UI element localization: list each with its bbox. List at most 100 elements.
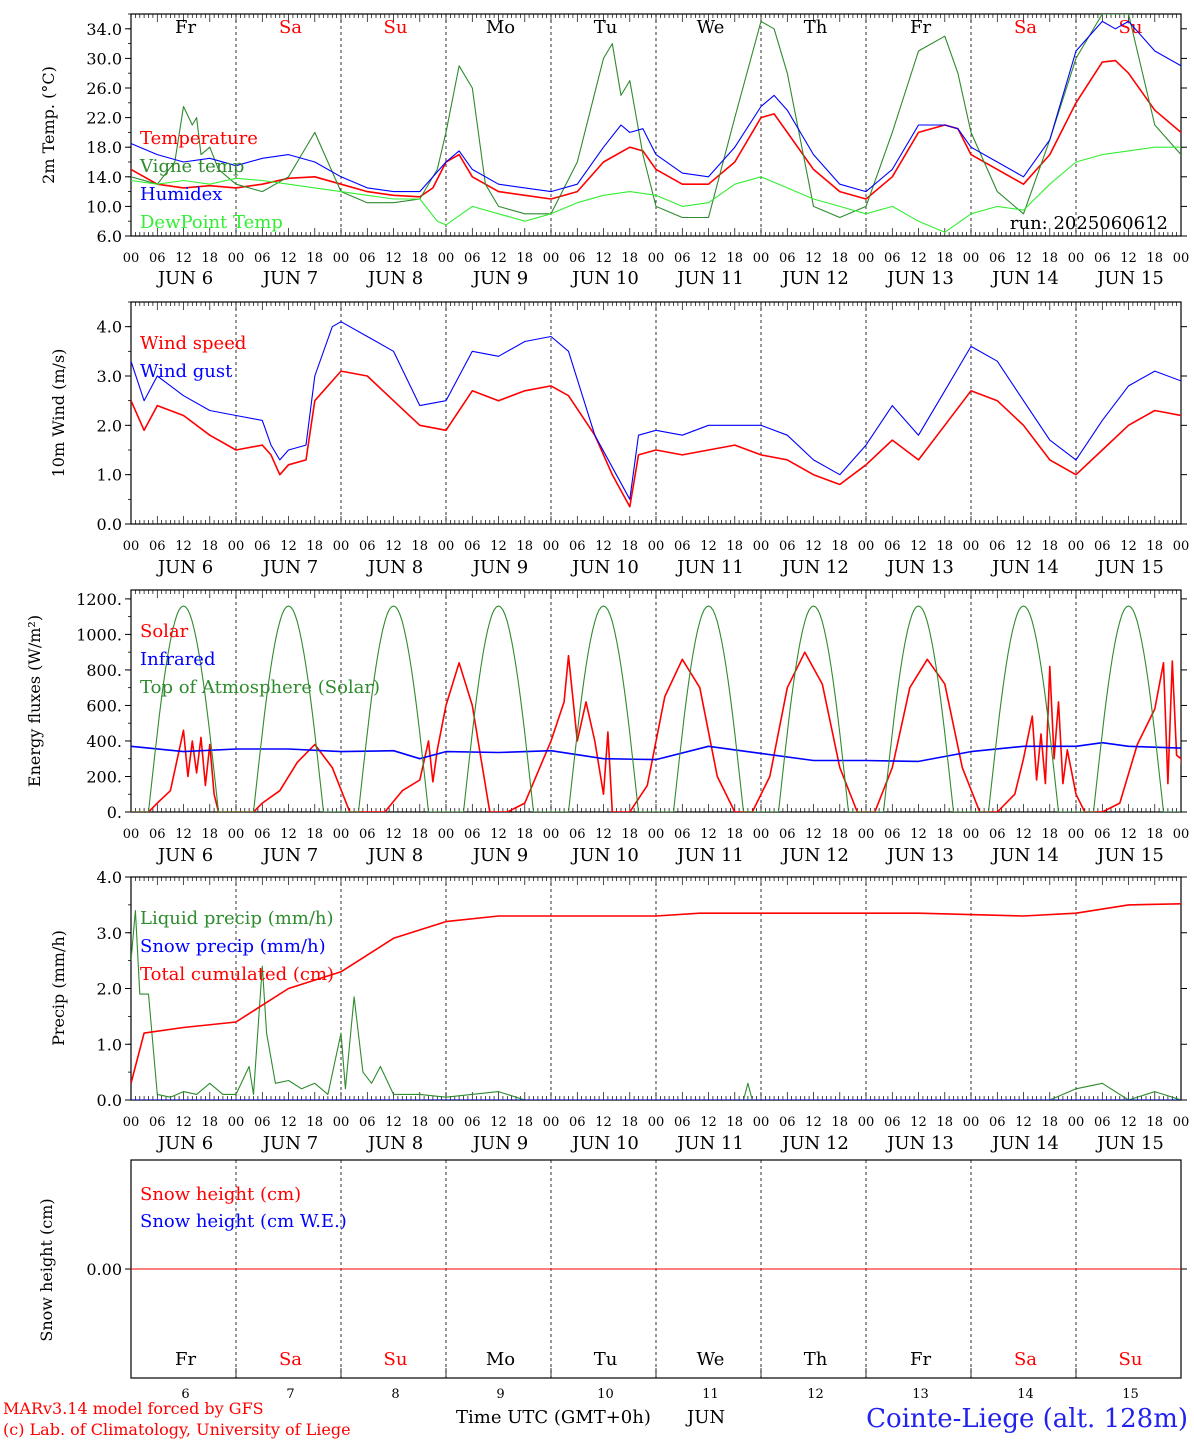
x-hour-label: 06 bbox=[464, 251, 481, 266]
x-hour-label: 00 bbox=[648, 539, 665, 554]
x-date-label: JUN 7 bbox=[261, 845, 318, 866]
series-line-temperature bbox=[131, 59, 1181, 200]
x-hour-label: 00 bbox=[543, 251, 560, 266]
x-hour-label: 00 bbox=[333, 251, 350, 266]
y-tick-label: 10.0 bbox=[86, 197, 122, 216]
legend-item: Wind speed bbox=[140, 333, 246, 354]
x-hour-label: 06 bbox=[1094, 827, 1111, 842]
x-hour-label: 00 bbox=[333, 539, 350, 554]
x-hour-label: 00 bbox=[123, 251, 140, 266]
day-number-label: 8 bbox=[391, 1387, 399, 1402]
x-hour-label: 00 bbox=[753, 539, 770, 554]
x-date-label: JUN 15 bbox=[1095, 1133, 1164, 1154]
x-hour-label: 12 bbox=[805, 827, 822, 842]
x-hour-label: 00 bbox=[963, 251, 980, 266]
x-date-label: JUN 6 bbox=[156, 557, 213, 578]
series-line-vigne-temp bbox=[131, 14, 1181, 219]
x-hour-label: 12 bbox=[1015, 539, 1032, 554]
x-date-label: JUN 12 bbox=[780, 268, 849, 289]
weekday-label: Th bbox=[804, 1349, 828, 1370]
x-hour-label: 12 bbox=[280, 827, 297, 842]
x-hour-label: 12 bbox=[700, 827, 717, 842]
legend-item: Infrared bbox=[140, 649, 215, 670]
y-tick-label: 26.0 bbox=[86, 79, 122, 98]
x-date-label: JUN 8 bbox=[366, 557, 423, 578]
x-date-label: JUN 6 bbox=[156, 1133, 213, 1154]
x-hour-label: 18 bbox=[621, 539, 638, 554]
x-hour-label: 00 bbox=[228, 251, 245, 266]
panel-precip: 0.0 1.0 2.0 3.0 4.0 Precip (mm/h) 00 06 12 18 00 06… bbox=[49, 868, 1189, 1154]
x-hour-label: 18 bbox=[306, 1115, 323, 1130]
y-axis-label: Snow height (cm) bbox=[37, 1198, 56, 1341]
day-number-label: 12 bbox=[807, 1387, 824, 1402]
x-date-label: JUN 9 bbox=[471, 268, 528, 289]
station-title: Cointe-Liege (alt. 128m) bbox=[866, 1404, 1188, 1434]
x-hour-label: 00 bbox=[543, 827, 560, 842]
x-hour-label: 12 bbox=[490, 539, 507, 554]
x-hour-label: 12 bbox=[1120, 1115, 1137, 1130]
x-hour-label: 00 bbox=[1173, 251, 1190, 266]
x-date-label: JUN 8 bbox=[366, 268, 423, 289]
legend-item: Snow height (cm W.E.) bbox=[140, 1211, 347, 1232]
x-hour-label: 06 bbox=[569, 539, 586, 554]
day-number-label: 14 bbox=[1017, 1387, 1034, 1402]
x-hour-label: 18 bbox=[831, 1115, 848, 1130]
x-hour-label: 06 bbox=[674, 251, 691, 266]
weekday-label: Mo bbox=[486, 1349, 515, 1370]
y-tick-label: 2.0 bbox=[97, 416, 122, 435]
credit-line-2: (c) Lab. of Climatology, University of L… bbox=[3, 1420, 351, 1439]
x-hour-label: 18 bbox=[621, 827, 638, 842]
y-tick-label: 6.0 bbox=[97, 227, 122, 246]
x-hour-label: 06 bbox=[1094, 539, 1111, 554]
weekday-label: We bbox=[697, 1349, 725, 1370]
x-hour-label: 12 bbox=[385, 827, 402, 842]
panel-snow: 0.00 Snow height (cm) Fr 6 Sa 7 Su 8 Mo 9 Tu 10 We 11… bbox=[37, 1159, 1187, 1402]
weekday-label: Su bbox=[384, 17, 408, 38]
x-hour-label: 00 bbox=[753, 827, 770, 842]
x-hour-label: 18 bbox=[936, 539, 953, 554]
x-hour-label: 18 bbox=[726, 827, 743, 842]
x-date-label: JUN 9 bbox=[471, 1133, 528, 1154]
x-hour-label: 12 bbox=[385, 539, 402, 554]
y-axis-label: 10m Wind (m/s) bbox=[49, 349, 68, 478]
x-hour-label: 06 bbox=[464, 539, 481, 554]
x-hour-label: 18 bbox=[306, 539, 323, 554]
x-hour-label: 06 bbox=[884, 827, 901, 842]
x-hour-label: 06 bbox=[254, 827, 271, 842]
x-hour-label: 12 bbox=[385, 1115, 402, 1130]
weekday-label: Sa bbox=[279, 17, 302, 38]
x-date-label: JUN 10 bbox=[570, 557, 639, 578]
x-hour-label: 12 bbox=[700, 251, 717, 266]
x-hour-label: 00 bbox=[648, 251, 665, 266]
x-date-label: JUN 14 bbox=[990, 557, 1059, 578]
x-date-label: JUN 11 bbox=[675, 845, 744, 866]
legend-item: Wind gust bbox=[140, 361, 233, 382]
hour-ticks bbox=[130, 14, 1182, 236]
x-hour-label: 12 bbox=[490, 251, 507, 266]
x-hour-label: 00 bbox=[648, 1115, 665, 1130]
x-hour-label: 00 bbox=[438, 539, 455, 554]
series-line-dewpoint-temp bbox=[131, 146, 1181, 233]
x-date-label: JUN 7 bbox=[261, 1133, 318, 1154]
x-hour-label: 18 bbox=[516, 1115, 533, 1130]
y-tick-label: 0.0 bbox=[97, 515, 122, 534]
x-date-label: JUN 14 bbox=[990, 1133, 1059, 1154]
month-label: JUN bbox=[685, 1407, 725, 1428]
x-hour-label: 00 bbox=[648, 827, 665, 842]
day-number-label: 11 bbox=[702, 1387, 719, 1402]
x-hour-label: 06 bbox=[884, 539, 901, 554]
x-hour-label: 18 bbox=[306, 827, 323, 842]
x-hour-label: 18 bbox=[516, 539, 533, 554]
legend-item: Humidex bbox=[140, 184, 222, 205]
legend-item: Total cumulated (cm) bbox=[140, 964, 334, 985]
series-line-total-cumulated-cm- bbox=[131, 902, 1181, 1084]
weekday-label: Tu bbox=[594, 1349, 618, 1370]
x-hour-label: 18 bbox=[516, 251, 533, 266]
series-group bbox=[131, 605, 1181, 812]
weekday-label: Fr bbox=[910, 17, 931, 38]
y-axis-label: Energy fluxes (W/m²) bbox=[25, 615, 44, 787]
y-axis-label: 2m Temp. (°C) bbox=[39, 66, 58, 184]
x-date-label: JUN 14 bbox=[990, 268, 1059, 289]
x-hour-label: 00 bbox=[228, 1115, 245, 1130]
x-hour-label: 06 bbox=[569, 1115, 586, 1130]
